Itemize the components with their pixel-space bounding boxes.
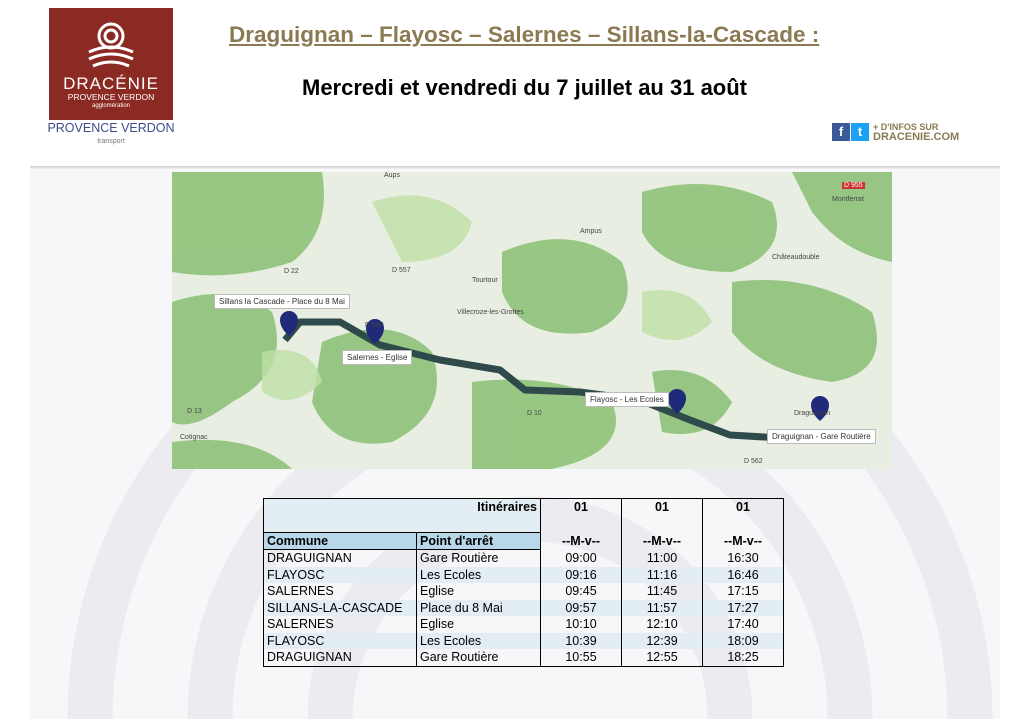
commune-cell: DRAGUIGNAN xyxy=(263,549,417,567)
place-label: Cotignac xyxy=(180,434,208,441)
time-cell: 17:40 xyxy=(702,616,784,633)
commune-cell: SILLANS-LA-CASCADE xyxy=(263,599,417,616)
table-row: DRAGUIGNAN Gare Routière 10:55 12:55 18:25 xyxy=(263,649,784,666)
time-cell: 18:25 xyxy=(702,649,784,666)
brand-sub: transport xyxy=(97,138,125,145)
brand-name: PROVENCE VERDON xyxy=(47,121,175,135)
stop-cell: Les Ecoles xyxy=(416,632,541,649)
dracenie-logo: DRACÉNIE PROVENCE VERDON agglomération xyxy=(49,8,173,120)
time-cell: 17:15 xyxy=(702,583,784,600)
commune-cell: FLAYOSC xyxy=(263,566,417,583)
time-cell: 16:30 xyxy=(702,549,784,567)
commune-cell: SALERNES xyxy=(263,616,417,633)
info-line1: + D'INFOS SUR xyxy=(873,122,939,132)
place-label: Tourtour xyxy=(472,277,498,284)
commune-cell: FLAYOSC xyxy=(263,632,417,649)
time-cell: 09:16 xyxy=(540,566,622,583)
time-cell: 11:00 xyxy=(621,549,703,567)
time-cell: 11:45 xyxy=(621,583,703,600)
logo-name: DRACÉNIE xyxy=(63,74,159,93)
stop-cell: Place du 8 Mai xyxy=(416,599,541,616)
time-cell: 09:45 xyxy=(540,583,622,600)
timetable: Itinéraires 01 01 01 Commune Point d'arr… xyxy=(263,498,784,667)
time-cell: 12:55 xyxy=(621,649,703,666)
days-label: --M-v-- xyxy=(540,532,622,550)
bus-route-line xyxy=(282,318,816,444)
time-cell: 12:10 xyxy=(621,616,703,633)
logo-emblem-icon xyxy=(88,22,134,68)
itineraires-label: Itinéraires xyxy=(263,498,541,533)
road-label: D 562 xyxy=(744,458,763,465)
itinerary-number: 01 xyxy=(621,498,703,516)
page-subtitle: Mercredi et vendredi du 7 juillet au 31 … xyxy=(302,75,748,100)
stop-label: Sillans la Cascade - Place du 8 Mai xyxy=(214,294,350,309)
road-label: D 955 xyxy=(842,182,865,189)
commune-cell: SALERNES xyxy=(263,583,417,600)
table-row: SALERNES Eglise 09:45 11:45 17:15 xyxy=(263,583,784,600)
map-marker-draguignan[interactable] xyxy=(811,396,829,421)
info-link[interactable]: DRACENIE.COM xyxy=(873,131,960,143)
road-label: D 22 xyxy=(284,268,299,275)
time-cell: 09:00 xyxy=(540,549,622,567)
itinerary-number: 01 xyxy=(702,498,784,516)
map-marker-salernes[interactable] xyxy=(366,319,384,344)
place-label: Ampus xyxy=(580,228,602,235)
map-marker-flayosc[interactable] xyxy=(668,389,686,414)
stop-label: Draguignan - Gare Routière xyxy=(767,429,876,444)
facebook-icon[interactable]: f xyxy=(832,123,850,141)
time-cell: 11:57 xyxy=(621,599,703,616)
header-divider xyxy=(30,166,1000,170)
stop-label: Salernes - Eglise xyxy=(342,350,413,365)
time-cell: 17:27 xyxy=(702,599,784,616)
time-cell: 12:39 xyxy=(621,632,703,649)
time-cell: 18:09 xyxy=(702,632,784,649)
logo-sub2: agglomération xyxy=(91,103,131,109)
road-label: D 560 xyxy=(365,322,384,329)
route-map[interactable]: Sillans la Cascade - Place du 8 Mai Sale… xyxy=(172,172,892,469)
commune-cell: DRAGUIGNAN xyxy=(263,649,417,666)
twitter-icon[interactable]: t xyxy=(851,123,869,141)
time-cell: 10:39 xyxy=(540,632,622,649)
stop-cell: Eglise xyxy=(416,616,541,633)
road-label: D 557 xyxy=(392,267,411,274)
place-label: Châteaudouble xyxy=(772,254,820,261)
column-header-stop: Point d'arrêt xyxy=(416,531,541,550)
place-label: Montferrat xyxy=(832,196,864,203)
time-cell: 10:10 xyxy=(540,616,622,633)
place-label: Villecroze-les-Grottes xyxy=(457,309,524,316)
page-title: Draguignan – Flayosc – Salernes – Sillan… xyxy=(229,22,820,47)
table-row: SILLANS-LA-CASCADE Place du 8 Mai 09:57 11:… xyxy=(263,599,784,616)
map-canvas xyxy=(172,172,892,469)
road-label: D 13 xyxy=(187,408,202,415)
time-cell: 16:46 xyxy=(702,566,784,583)
road-label: D 10 xyxy=(527,410,542,417)
map-marker-sillans[interactable] xyxy=(280,311,298,336)
stop-cell: Gare Routière xyxy=(416,649,541,666)
table-row: SALERNES Eglise 10:10 12:10 17:40 xyxy=(263,616,784,633)
time-cell: 11:16 xyxy=(621,566,703,583)
time-cell: 10:55 xyxy=(540,649,622,666)
stop-cell: Eglise xyxy=(416,583,541,600)
days-label: --M-v-- xyxy=(702,532,784,550)
table-row: FLAYOSC Les Ecoles 10:39 12:39 18:09 xyxy=(263,632,784,649)
table-row: FLAYOSC Les Ecoles 09:16 11:16 16:46 xyxy=(263,566,784,583)
logo-sub: PROVENCE VERDON xyxy=(67,92,155,102)
stop-cell: Les Ecoles xyxy=(416,566,541,583)
column-header-commune: Commune xyxy=(263,531,417,550)
place-label: Draguignan xyxy=(794,410,831,417)
social-links: f t + D'INFOS SUR DRACENIE.COM xyxy=(832,122,960,143)
days-label: --M-v-- xyxy=(621,532,703,550)
table-row: DRAGUIGNAN Gare Routière 09:00 11:00 16:30 xyxy=(263,549,784,567)
stop-cell: Gare Routière xyxy=(416,549,541,567)
time-cell: 09:57 xyxy=(540,599,622,616)
itinerary-number: 01 xyxy=(540,498,622,516)
place-label: Aups xyxy=(384,172,400,179)
stop-label: Flayosc - Les Ecoles xyxy=(585,392,669,407)
